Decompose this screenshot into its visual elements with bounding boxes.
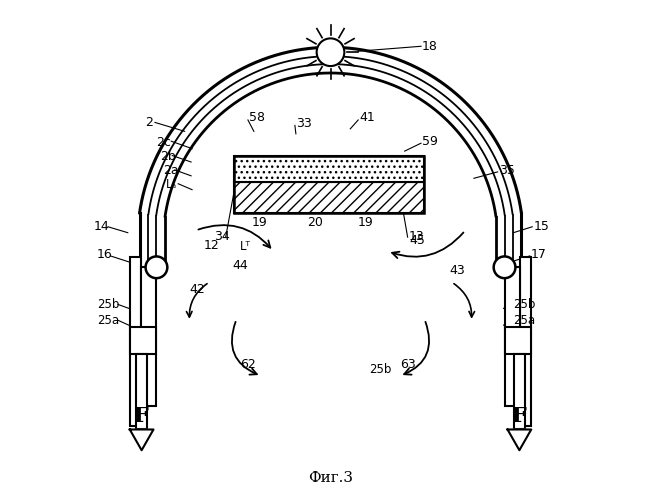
Text: 15: 15 [533,220,549,233]
Text: 63: 63 [400,358,416,371]
Text: 25a: 25a [514,314,535,326]
Text: 59: 59 [422,134,438,147]
Text: 2b: 2b [160,150,176,162]
Text: Фиг.3: Фиг.3 [308,472,353,486]
Text: 16: 16 [97,248,112,262]
Text: 18: 18 [422,40,438,53]
Bar [520,258,531,426]
Text: 12: 12 [204,238,219,252]
Text: 25b: 25b [514,298,536,311]
Text: 44: 44 [233,260,249,272]
Bar [505,326,531,354]
Text: 58: 58 [249,111,265,124]
Text: 20: 20 [307,216,323,230]
Bar [514,354,525,430]
Text: 14: 14 [94,220,110,233]
Text: 13: 13 [408,230,424,242]
Text: 25b: 25b [97,298,120,311]
Circle shape [145,256,167,278]
Bar [505,268,520,406]
Text: Lᵀ: Lᵀ [239,240,251,252]
Text: F: F [134,406,149,425]
Text: 25a: 25a [97,314,119,326]
Text: 34: 34 [214,230,230,242]
Bar [234,156,424,213]
Text: 19: 19 [357,216,373,230]
Circle shape [317,38,344,66]
Text: F: F [512,406,527,425]
Polygon shape [130,430,153,450]
Text: 43: 43 [449,264,465,278]
Text: 17: 17 [531,248,547,262]
Text: 41: 41 [359,111,375,124]
Bar [136,354,147,430]
Text: 35: 35 [498,164,514,177]
Bar [130,326,156,354]
Bar [141,268,156,406]
Text: 25b: 25b [369,363,391,376]
Text: 42: 42 [190,283,206,296]
Text: 33: 33 [296,117,311,130]
Text: 2c: 2c [157,136,171,148]
Bar [234,156,424,182]
Bar [234,182,424,213]
Text: 45: 45 [410,234,426,246]
Text: Lₐ: Lₐ [167,178,177,190]
Text: 2a: 2a [163,164,179,177]
Text: 62: 62 [241,358,256,371]
Circle shape [494,256,516,278]
Polygon shape [508,430,531,450]
Text: 19: 19 [251,216,267,230]
Bar [130,258,141,426]
Text: 2: 2 [145,116,153,129]
